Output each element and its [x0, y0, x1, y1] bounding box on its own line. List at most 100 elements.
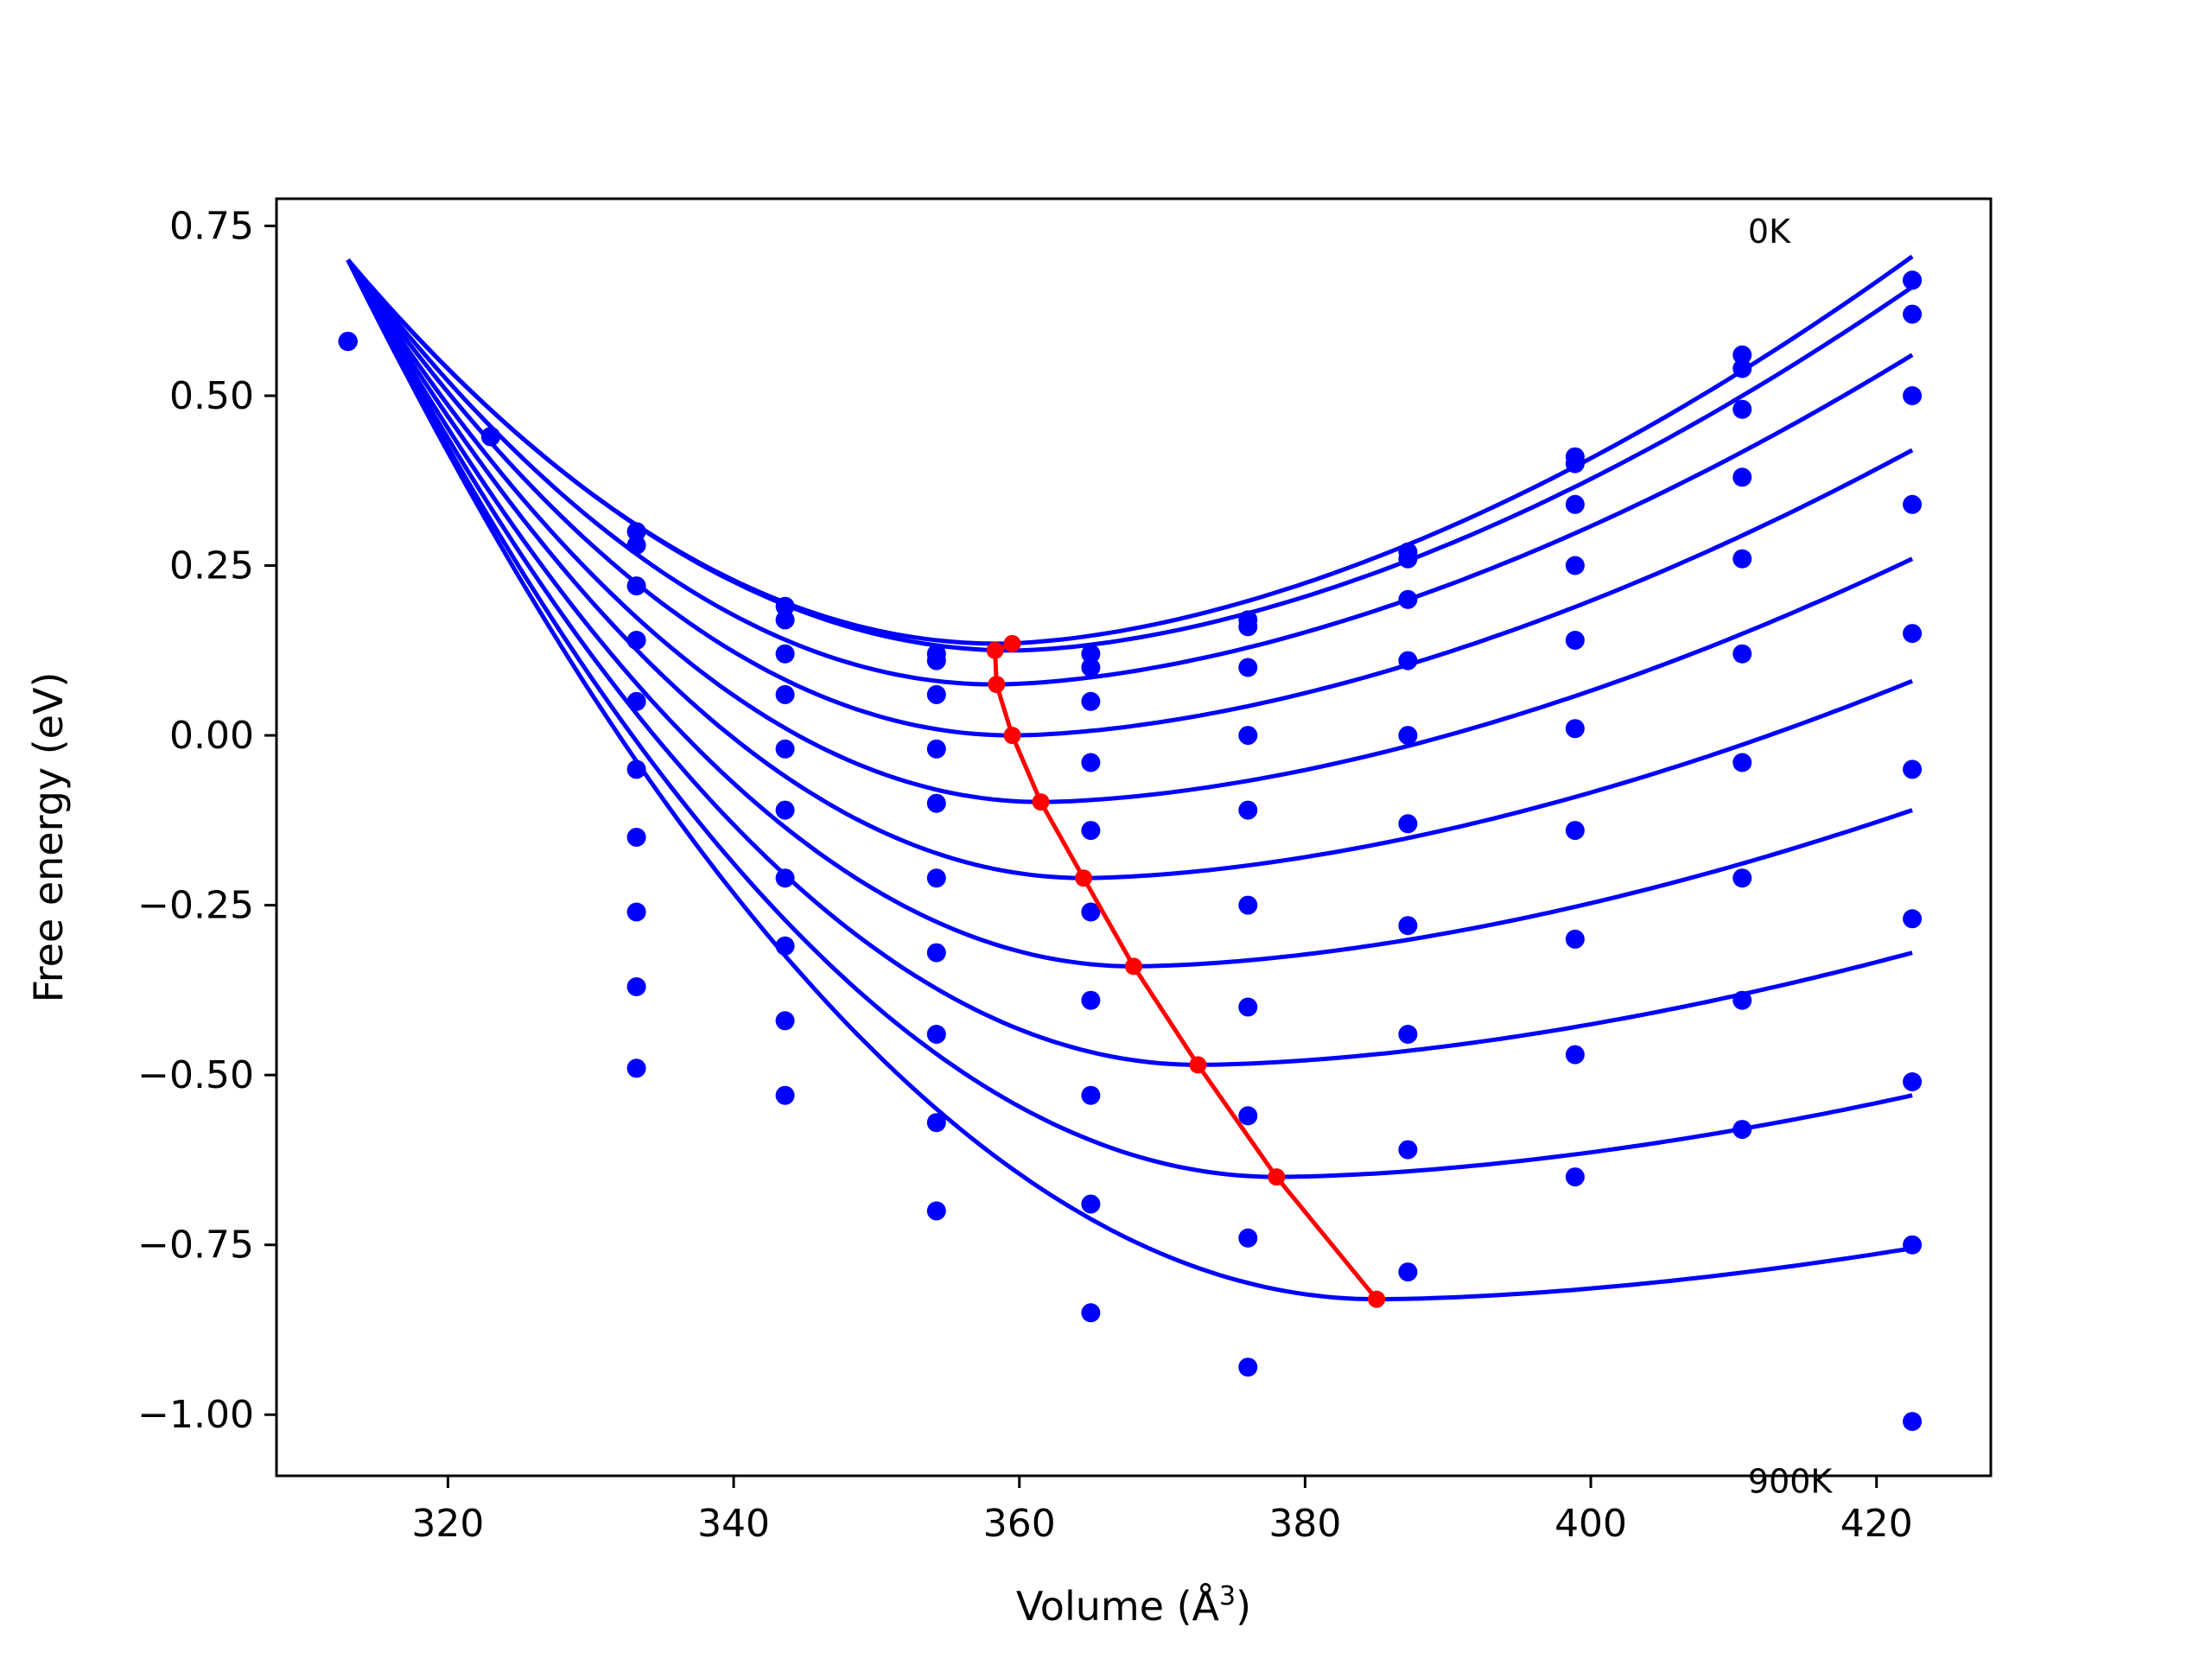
data-point — [1398, 589, 1418, 609]
data-point — [775, 1011, 795, 1031]
data-point — [926, 943, 946, 963]
data-point — [626, 535, 646, 555]
temperature-label: 0K — [1748, 213, 1791, 251]
data-point — [1903, 1412, 1923, 1432]
data-point — [626, 828, 646, 847]
data-point — [926, 651, 946, 671]
data-point — [1903, 1072, 1923, 1091]
fit-curves — [346, 254, 1914, 1302]
data-point — [1732, 399, 1752, 419]
data-point — [626, 902, 646, 922]
data-point — [1565, 556, 1585, 575]
minimum-point — [988, 676, 1006, 694]
x-tick-label: 340 — [697, 1502, 770, 1546]
x-axis-label: Volume (Å3) — [1016, 1581, 1251, 1630]
data-point — [775, 800, 795, 820]
data-point — [1903, 386, 1923, 405]
x-tick-label: 320 — [411, 1502, 484, 1546]
minimum-line — [986, 634, 1386, 1308]
data-point — [481, 427, 500, 447]
data-point — [775, 739, 795, 759]
data-point — [1238, 800, 1258, 820]
data-point — [1398, 916, 1418, 936]
data-point — [1903, 270, 1923, 290]
minimum-point — [1075, 869, 1093, 887]
data-point — [775, 936, 795, 956]
data-point — [1732, 359, 1752, 378]
fit-curve-8 — [346, 258, 1913, 1179]
minimum-point — [1003, 727, 1021, 745]
data-point — [626, 760, 646, 779]
fit-curve-3 — [346, 258, 1914, 738]
y-tick-label: 0.00 — [169, 714, 254, 758]
data-point — [926, 1025, 946, 1044]
data-point — [626, 1058, 646, 1078]
data-point — [1398, 651, 1418, 671]
data-point — [1732, 345, 1752, 365]
data-point — [1565, 454, 1585, 474]
data-point — [1732, 644, 1752, 664]
data-point — [1081, 644, 1101, 664]
data-point — [926, 793, 946, 813]
data-point — [1238, 1106, 1258, 1126]
fit-curve-4 — [346, 258, 1914, 804]
temperature-annotations: 0K 900K — [1748, 213, 1834, 1501]
x-tick-label: 420 — [1840, 1502, 1913, 1546]
temperature-label: 900K — [1748, 1463, 1834, 1501]
minimum-point — [1268, 1168, 1286, 1186]
data-point — [775, 610, 795, 630]
data-point — [626, 977, 646, 996]
y-tick-label: −1.00 — [137, 1393, 254, 1437]
data-point — [1238, 658, 1258, 677]
data-point — [1238, 1228, 1258, 1248]
data-point — [1238, 997, 1258, 1017]
data-point — [1081, 902, 1101, 922]
data-point — [1081, 658, 1101, 677]
y-tick-label: 0.50 — [169, 374, 254, 418]
fit-curve-1 — [346, 258, 1914, 653]
data-points — [338, 270, 1923, 1432]
minimum-point — [1125, 957, 1142, 976]
x-tick-label: 380 — [1268, 1502, 1341, 1546]
data-point — [926, 868, 946, 888]
data-point — [1398, 814, 1418, 834]
fit-curve-9 — [346, 258, 1913, 1302]
data-point — [1903, 760, 1923, 779]
data-point — [926, 1113, 946, 1133]
y-axis-ticks: 0.75 0.50 0.25 0.00 −0.25 −0.50 −0.75 −1.00 — [137, 204, 276, 1437]
data-point — [1398, 1140, 1418, 1160]
data-point — [1565, 494, 1585, 514]
minimum-point — [986, 641, 1004, 659]
data-point — [1081, 1194, 1101, 1214]
data-point — [1732, 990, 1752, 1010]
x-tick-label: 360 — [983, 1502, 1056, 1546]
data-point — [1732, 467, 1752, 487]
data-point — [1081, 1085, 1101, 1105]
data-point — [1238, 726, 1258, 746]
data-point — [1903, 909, 1923, 929]
data-point — [1903, 1235, 1923, 1255]
data-point — [1398, 549, 1418, 569]
data-point — [626, 576, 646, 596]
x-axis-ticks: 320 340 360 380 400 420 — [411, 1476, 1913, 1546]
data-point — [1565, 719, 1585, 739]
data-point — [775, 684, 795, 704]
data-point — [1565, 631, 1585, 650]
data-point — [1238, 1357, 1258, 1377]
data-point — [1081, 1303, 1101, 1323]
minimum-path — [993, 641, 1379, 1301]
data-point — [926, 739, 946, 759]
minimum-point — [1189, 1056, 1207, 1074]
data-point — [775, 596, 795, 616]
data-point — [1565, 929, 1585, 949]
fit-curve-7 — [346, 258, 1913, 1067]
x-tick-label: 400 — [1554, 1502, 1627, 1546]
data-point — [1565, 1167, 1585, 1187]
data-point — [775, 644, 795, 664]
data-point — [1398, 1025, 1418, 1044]
data-point — [1732, 753, 1752, 772]
data-point — [1238, 617, 1258, 637]
data-point — [1398, 726, 1418, 746]
